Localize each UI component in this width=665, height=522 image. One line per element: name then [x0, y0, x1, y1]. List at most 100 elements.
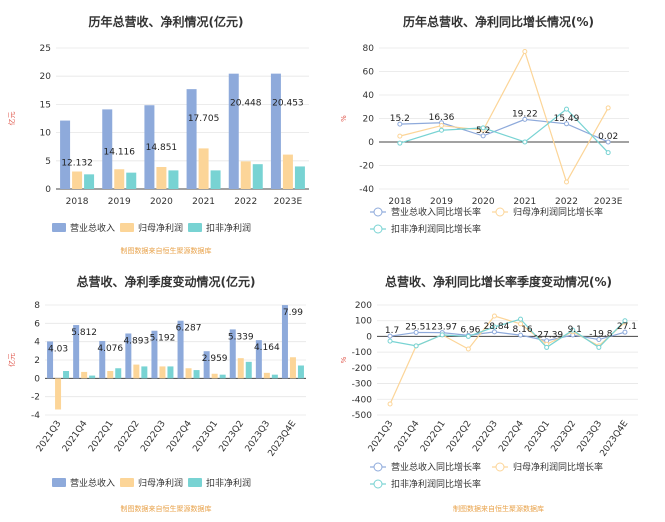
bar [297, 365, 304, 379]
data-label: 15.49 [554, 114, 580, 124]
x-tick-label: 2023Q1 [191, 419, 220, 454]
y-tick-label: -20 [359, 162, 374, 172]
annual-revenue-profit-panel: 历年总营收、净利情况(亿元) 亿元 0 5 10 15 20 25 2018 2019 2020 2… [0, 0, 332, 261]
y-tick-label: -200 [352, 364, 373, 374]
bar [255, 340, 262, 379]
annual-growth-chart: % -40 -20 0 20 40 60 80 2018 2019 2020 2021 2022 2023… [340, 44, 629, 235]
chart-source: 制图数据来自恒生聚源数据库 [120, 247, 212, 255]
data-label: 4.164 [254, 343, 280, 353]
bar [281, 305, 288, 379]
y-tick-label: -40 [359, 185, 374, 195]
series-line [399, 118, 609, 143]
legend-label: 营业总收入 [70, 222, 115, 234]
data-point [397, 121, 403, 127]
y-tick-label: 0 [34, 374, 40, 384]
bar [240, 161, 251, 189]
x-tick-label: 2020 [472, 197, 495, 207]
data-label: 4.893 [123, 336, 149, 346]
bar [237, 358, 244, 379]
y-tick-label: 15 [40, 100, 51, 110]
legend-marker [373, 224, 383, 234]
legend-label: 营业总收入同比增长率 [391, 461, 481, 473]
bar [228, 73, 239, 189]
data-point [596, 337, 602, 343]
legend-label: 归母净利润同比增长率 [513, 461, 603, 473]
quarterly-revenue-profit-panel: 总营收、净利季度变动情况(亿元) 亿元 -4 -2 0 2 4 6 8 2021Q3 2021Q4… [0, 261, 332, 522]
y-tick-label: 8 [34, 301, 40, 311]
legend-swatch [52, 223, 66, 232]
data-point [605, 105, 611, 111]
x-tick-label: 2022Q2 [113, 419, 142, 454]
data-label: 12.132 [61, 159, 93, 169]
bar [47, 341, 54, 379]
annual-revenue-profit-chart: 亿元 0 5 10 15 20 25 2018 2019 2020 2021 2022 2023E 12.… [7, 44, 309, 234]
data-point [596, 344, 602, 350]
bar [125, 333, 132, 379]
y-axis-label: 亿元 [7, 353, 16, 367]
bar [141, 366, 148, 379]
data-label: 15.2 [390, 114, 410, 124]
legend-label: 营业总收入同比增长率 [391, 206, 481, 218]
quarterly-growth-panel: 总营收、净利同比增长率季度变动情况(%) % -500 -400 -300 -200 -1… [332, 261, 665, 522]
x-tick-label: 2022Q2 [445, 419, 474, 454]
data-point [439, 127, 444, 133]
series-line [389, 318, 626, 349]
data-point [518, 321, 524, 327]
legend-label: 扣非净利润 [206, 222, 251, 234]
bar [198, 148, 209, 189]
bar [99, 340, 106, 379]
data-point [622, 329, 628, 335]
bar [203, 351, 210, 379]
chart-source: 制图数据来自恒生聚源数据库 [120, 505, 212, 513]
data-point [491, 329, 497, 335]
bar [63, 371, 70, 379]
x-tick-label: 2020 [150, 197, 173, 207]
data-label: 9.1 [568, 325, 582, 335]
bar [252, 164, 263, 189]
x-tick-label: 2018 [388, 197, 411, 207]
bar [245, 361, 252, 379]
data-label: 23.97 [431, 323, 457, 333]
data-label: 19.22 [512, 109, 538, 119]
x-tick-label: 2023Q1 [523, 419, 552, 454]
y-tick-label: 2 [34, 356, 40, 366]
legend-label: 扣非净利润同比增长率 [391, 223, 481, 235]
bar [114, 169, 125, 189]
bar [115, 368, 122, 379]
y-tick-label: 10 [40, 129, 52, 139]
data-point [439, 332, 445, 338]
bar [211, 373, 218, 379]
data-label: -27.39 [534, 331, 563, 341]
legend-marker [373, 207, 383, 217]
bar [186, 89, 197, 189]
bar [168, 170, 179, 189]
x-tick-label: 2022Q4 [497, 419, 526, 454]
bar [81, 371, 88, 379]
bar [289, 357, 296, 379]
x-tick-label: 2022 [234, 197, 257, 207]
bar [73, 325, 80, 379]
bar [185, 368, 192, 379]
y-tick-label: 40 [363, 91, 375, 101]
data-point [544, 344, 550, 350]
bar [126, 172, 137, 189]
data-point [413, 343, 419, 349]
data-label: 25.51 [405, 322, 431, 332]
y-tick-label: 80 [363, 44, 375, 54]
x-tick-label: 2021Q4 [393, 419, 422, 454]
x-tick-label: 2023E [594, 197, 623, 207]
chart-title: 历年总营收、净利情况(亿元) [88, 15, 244, 29]
x-tick-label: 2022Q4 [165, 419, 194, 454]
legend-label: 扣非净利润 [206, 477, 251, 489]
data-point [387, 333, 393, 339]
legend-label: 归母净利润 [138, 222, 183, 234]
bar [156, 167, 167, 189]
series-line [399, 49, 609, 184]
x-tick-label: 2022Q3 [139, 419, 168, 454]
data-point [622, 318, 628, 324]
data-point [465, 346, 471, 352]
data-point [564, 179, 569, 185]
bar [159, 366, 166, 379]
data-point [480, 133, 486, 139]
y-tick-label: -100 [352, 348, 373, 358]
